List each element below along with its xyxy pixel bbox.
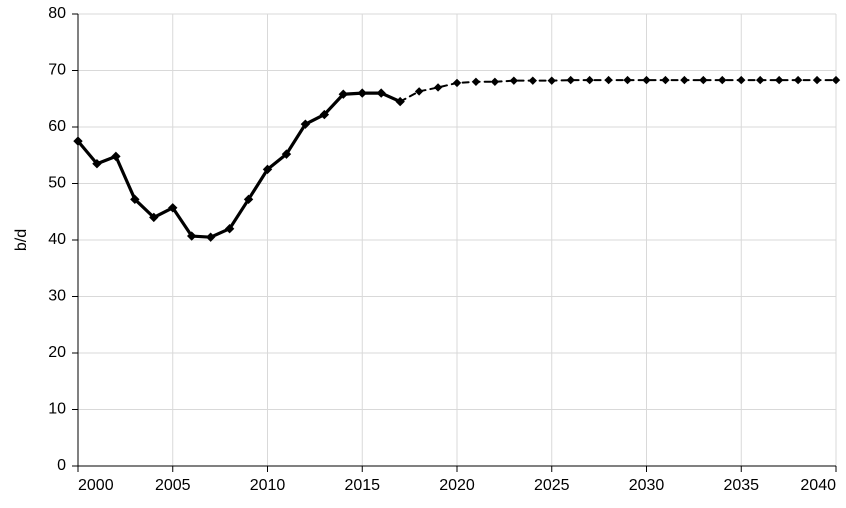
y-tick-label: 50 — [48, 175, 66, 192]
y-tick-label: 80 — [48, 5, 66, 22]
x-tick-label: 2010 — [250, 477, 286, 494]
x-tick-label: 2020 — [439, 477, 475, 494]
y-tick-label: 30 — [48, 288, 66, 305]
x-tick-label: 2040 — [800, 477, 836, 494]
x-tick-label: 2005 — [155, 477, 191, 494]
y-tick-label: 20 — [48, 344, 66, 361]
y-tick-label: 60 — [48, 118, 66, 135]
line-chart: 0102030405060708020002005201020152020202… — [0, 0, 846, 508]
x-tick-label: 2030 — [629, 477, 665, 494]
x-tick-label: 2025 — [534, 477, 570, 494]
x-tick-label: 2000 — [78, 477, 114, 494]
x-tick-label: 2035 — [723, 477, 759, 494]
chart-container: 0102030405060708020002005201020152020202… — [0, 0, 846, 508]
y-axis-title: b/d — [13, 229, 30, 251]
y-tick-label: 10 — [48, 401, 66, 418]
x-tick-label: 2015 — [344, 477, 380, 494]
y-tick-label: 70 — [48, 62, 66, 79]
y-tick-label: 40 — [48, 231, 66, 248]
y-tick-label: 0 — [57, 457, 66, 474]
